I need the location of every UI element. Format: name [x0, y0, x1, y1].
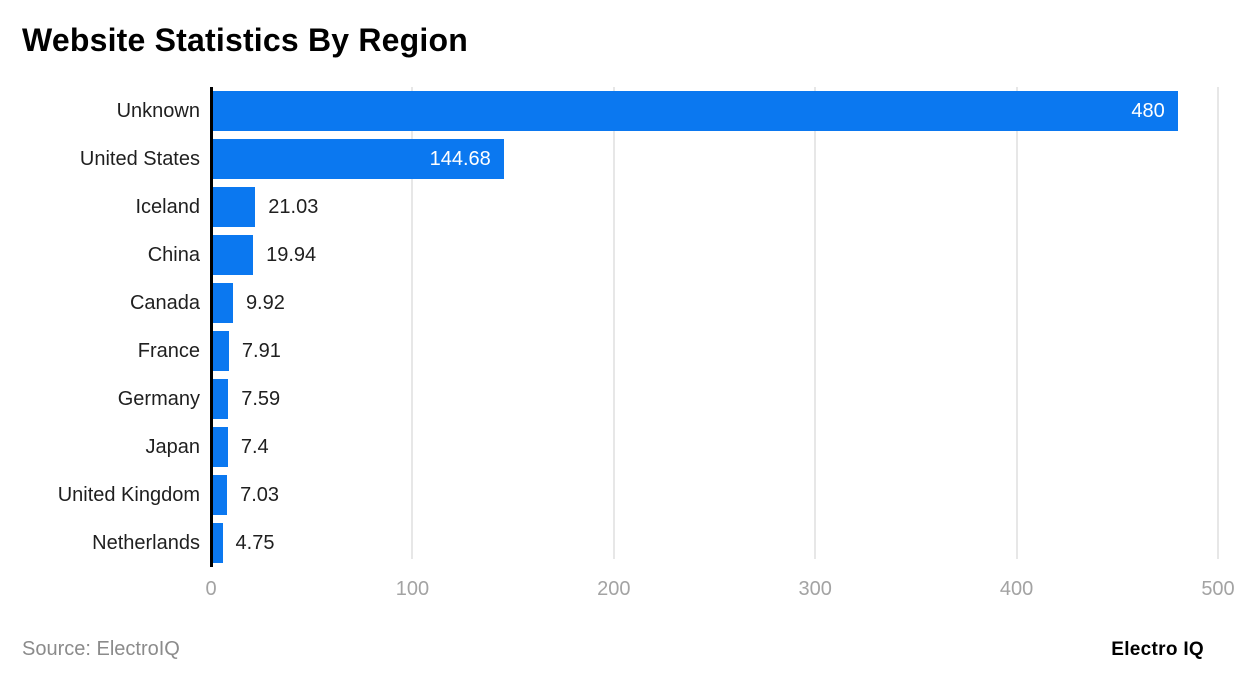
- bar-track: 7.4: [213, 423, 1218, 471]
- value-label: 19.94: [266, 243, 317, 266]
- value-label: 7.03: [240, 483, 280, 506]
- value-label: 7.59: [241, 387, 281, 410]
- source-note: Source: ElectroIQ: [22, 638, 180, 660]
- bar-row: Unknown 480: [0, 87, 1218, 135]
- category-label: Japan: [145, 436, 201, 458]
- value-label: 7.91: [241, 339, 281, 362]
- y-axis-line: [210, 87, 213, 567]
- value-label: 21.03: [268, 195, 319, 218]
- bar-row: China 19.94: [0, 231, 1218, 279]
- bar-row: United States 144.68: [0, 135, 1218, 183]
- brand-logo: Electro IQ: [1111, 639, 1204, 660]
- value-label: 7.4: [240, 435, 269, 458]
- bar-row: Canada 9.92: [0, 279, 1218, 327]
- bar[interactable]: [213, 331, 229, 371]
- gridline: [612, 87, 615, 559]
- bar-row: Germany 7.59: [0, 375, 1218, 423]
- chart-title: Website Statistics By Region: [22, 22, 469, 58]
- bar-row: France 7.91: [0, 327, 1218, 375]
- bar-track: 7.59: [213, 375, 1218, 423]
- bar-track: 7.91: [213, 327, 1218, 375]
- x-tick-label: 200: [597, 578, 631, 600]
- bar[interactable]: 144.68: [213, 139, 504, 179]
- value-label: 144.68: [429, 147, 491, 170]
- bar[interactable]: [213, 187, 256, 227]
- bar[interactable]: 480: [213, 91, 1178, 131]
- bar-track: 9.92: [213, 279, 1218, 327]
- bar[interactable]: [213, 235, 254, 275]
- category-label: United States: [79, 148, 200, 170]
- bar[interactable]: [213, 283, 233, 323]
- plot-gridlines: [211, 87, 1219, 567]
- bar-track: 7.03: [213, 471, 1218, 519]
- category-label: Iceland: [135, 196, 201, 218]
- gridline: [1217, 87, 1219, 559]
- category-label: Canada: [129, 292, 200, 314]
- x-tick-label: 0: [205, 578, 217, 600]
- bar-row: United Kingdom 7.03: [0, 471, 1218, 519]
- x-tick-label: 400: [999, 578, 1034, 600]
- bar-row: Iceland 21.03: [0, 183, 1218, 231]
- bar-track: 480: [213, 87, 1218, 135]
- category-label: Netherlands: [92, 532, 200, 554]
- value-label: 4.75: [235, 531, 275, 554]
- bar-track: 144.68: [213, 135, 1218, 183]
- bar-row: Japan 7.4: [0, 423, 1218, 471]
- bar[interactable]: [213, 523, 223, 563]
- bar[interactable]: [213, 475, 228, 515]
- category-label: France: [137, 340, 200, 362]
- x-tick-label: 300: [798, 578, 832, 600]
- category-label: United Kingdom: [57, 484, 200, 506]
- value-label: 480: [1131, 99, 1165, 122]
- x-axis-ticks: 0 100 200 300 400 500: [205, 578, 1234, 604]
- bar-row: Netherlands 4.75: [0, 519, 1218, 567]
- bar-track: 4.75: [213, 519, 1218, 567]
- bar[interactable]: [213, 427, 228, 467]
- value-label: 9.92: [245, 291, 285, 314]
- chart-footer: Source: ElectroIQ Electro IQ: [22, 638, 1204, 661]
- category-label: Germany: [117, 388, 200, 410]
- x-tick-label: 500: [1201, 578, 1235, 600]
- category-label: China: [147, 244, 200, 266]
- category-label: Unknown: [116, 100, 200, 122]
- gridline: [814, 87, 817, 559]
- gridline: [411, 87, 414, 559]
- bar-track: 19.94: [213, 231, 1218, 279]
- x-tick-label: 100: [395, 578, 430, 600]
- bar-track: 21.03: [213, 183, 1218, 231]
- gridline: [1015, 87, 1018, 559]
- bar[interactable]: [213, 379, 229, 419]
- bar-rows: Unknown 480 United States 144.68 Iceland 21.0…: [0, 87, 1218, 567]
